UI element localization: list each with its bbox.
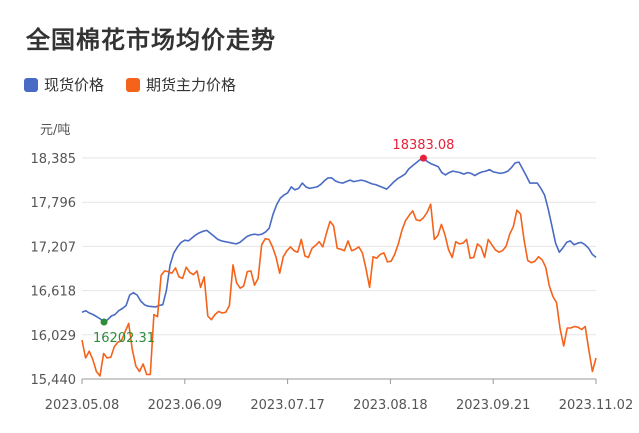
x-tick-label: 2023.11.02 <box>559 398 633 413</box>
legend-swatch-spot <box>24 77 38 92</box>
chart-legend: 现货价格 期货主力价格 <box>24 74 236 95</box>
y-tick-label: 18,385 <box>31 152 77 167</box>
x-tick-label: 2023.08.18 <box>353 398 427 413</box>
y-tick-label: 17,796 <box>31 196 77 211</box>
min-point-marker <box>100 318 108 326</box>
series-line-spot <box>81 157 597 323</box>
max-point-label: 18383.08 <box>392 138 454 153</box>
y-axis-unit-label: 元/吨 <box>40 123 70 138</box>
y-tick-label: 16,029 <box>31 329 77 344</box>
x-tick-label: 2023.05.08 <box>45 398 119 413</box>
x-tick-label: 2023.09.21 <box>456 398 530 413</box>
x-axis: 2023.05.08 2023.06.09 2023.07.17 2023.08.18… <box>45 378 633 413</box>
max-point-marker <box>419 154 427 162</box>
legend-item-futures[interactable]: 期货主力价格 <box>126 74 236 95</box>
y-tick-label: 16,618 <box>31 285 77 300</box>
series-lines <box>81 157 597 377</box>
legend-swatch-futures <box>126 77 141 92</box>
series-line-futures <box>81 203 597 377</box>
annotations: 18383.08 16202.31 <box>93 138 454 346</box>
y-axis-ticks: 18,385 17,796 17,207 16,618 16,029 15,440 <box>31 152 77 388</box>
x-tick-label: 2023.06.09 <box>148 398 222 413</box>
chart-title: 全国棉花市场均价走势 <box>26 26 276 54</box>
y-tick-label: 17,207 <box>31 240 77 255</box>
legend-label-futures: 期货主力价格 <box>146 76 237 94</box>
gridlines <box>82 157 596 336</box>
min-point-label: 16202.31 <box>93 331 155 346</box>
legend-item-spot[interactable]: 现货价格 <box>24 74 104 95</box>
legend-label-spot: 现货价格 <box>44 76 105 94</box>
y-tick-label: 15,440 <box>31 373 77 388</box>
x-tick-label: 2023.07.17 <box>250 398 324 413</box>
